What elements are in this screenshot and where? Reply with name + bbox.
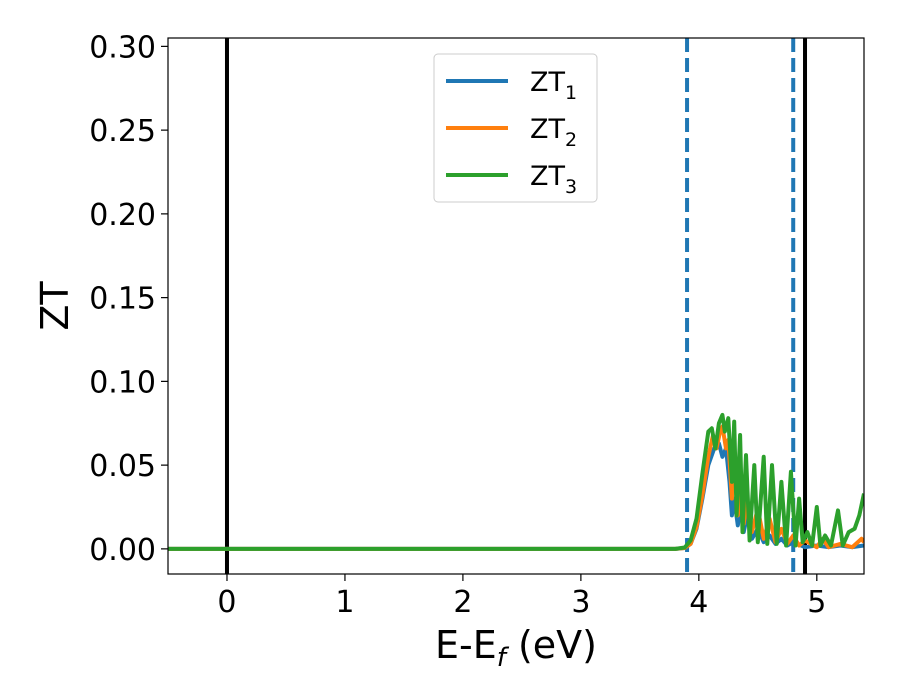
legend: ZT1 ZT2 ZT3 xyxy=(433,53,598,203)
y-tick-label: 0.20 xyxy=(89,198,156,233)
x-tick-label: 1 xyxy=(335,585,354,620)
x-tick-label: 0 xyxy=(217,585,236,620)
x-tick-label: 4 xyxy=(689,585,708,620)
legend-label-zt3: ZT3 xyxy=(530,161,577,198)
legend-box xyxy=(433,53,598,203)
y-tick-label: 0.05 xyxy=(89,449,156,484)
y-tick-label: 0.10 xyxy=(89,365,156,400)
y-tick-label: 0.25 xyxy=(89,114,156,149)
y-tick-label: 0.00 xyxy=(89,533,156,568)
x-tick-label: 5 xyxy=(807,585,826,620)
x-tick-label: 3 xyxy=(571,585,590,620)
legend-label-zt1: ZT1 xyxy=(530,67,577,104)
series-line-zt3 xyxy=(168,412,864,551)
y-tick-label: 0.15 xyxy=(89,282,156,317)
x-axis-label: E-Ef (eV) xyxy=(435,623,597,673)
y-axis-label: ZT xyxy=(33,281,77,331)
legend-label-zt2: ZT2 xyxy=(530,114,577,151)
y-tick-label: 0.30 xyxy=(89,30,156,65)
x-tick-label: 2 xyxy=(453,585,472,620)
plot-frame xyxy=(167,37,865,575)
